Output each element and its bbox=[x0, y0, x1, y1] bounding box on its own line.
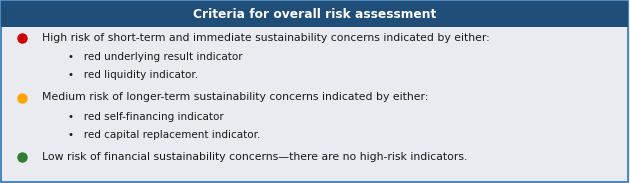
Text: Criteria for overall risk assessment: Criteria for overall risk assessment bbox=[193, 8, 437, 20]
FancyBboxPatch shape bbox=[1, 1, 628, 27]
Text: •   red underlying result indicator: • red underlying result indicator bbox=[68, 53, 243, 63]
Text: •   red liquidity indicator.: • red liquidity indicator. bbox=[68, 70, 198, 81]
Text: •   red capital replacement indicator.: • red capital replacement indicator. bbox=[68, 130, 260, 140]
Text: Low risk of financial sustainability concerns—there are no high-risk indicators.: Low risk of financial sustainability con… bbox=[42, 152, 467, 162]
Text: High risk of short-term and immediate sustainability concerns indicated by eithe: High risk of short-term and immediate su… bbox=[42, 33, 490, 43]
Text: Medium risk of longer-term sustainability concerns indicated by either:: Medium risk of longer-term sustainabilit… bbox=[42, 92, 428, 102]
Text: •   red self-financing indicator: • red self-financing indicator bbox=[68, 112, 224, 122]
